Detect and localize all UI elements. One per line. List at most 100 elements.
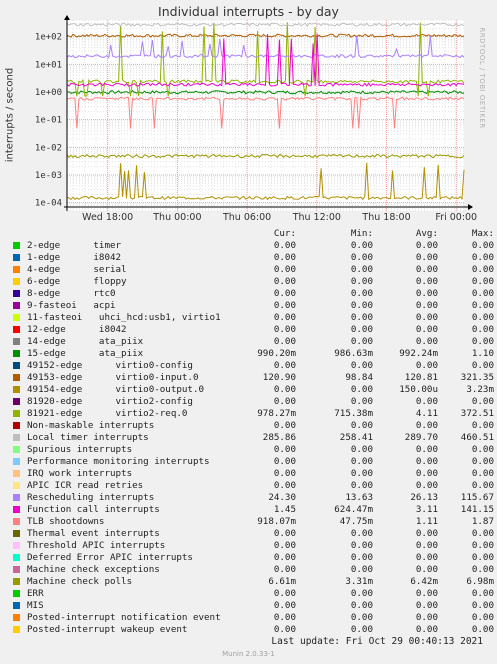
legend-series-name: 12-edge i8042 (27, 324, 127, 335)
legend-value-cur: 0.00 (273, 240, 296, 251)
x-tick-label: Thu 18:00 (361, 212, 410, 223)
legend-row: Non-maskable interrupts 0.00 0.00 0.00 0.00 (0, 420, 497, 432)
legend-series-name: 49152-edge virtio0-config (27, 360, 193, 371)
legend-value-max: 0.00 (471, 444, 494, 455)
legend-swatch (13, 278, 20, 285)
legend-value-cur: 0.00 (273, 276, 296, 287)
legend-value-max: 0.00 (471, 252, 494, 263)
chart-plot: 1e+02 1e+01 1e+00 1e-01 1e-02 1e-03 1e-04 Wed … (35, 15, 477, 223)
legend-value-min: 0.00 (350, 456, 373, 467)
legend-value-min: 715.38m (334, 408, 373, 419)
legend-value-min: 0.00 (350, 276, 373, 287)
legend-series-name: 2-edge timer (27, 240, 122, 251)
legend-row: Deferred Error APIC interrupts 0.00 0.00 0.… (0, 552, 497, 564)
legend-value-cur: 0.00 (273, 396, 296, 407)
legend-series-name: Deferred Error APIC interrupts (27, 552, 193, 563)
series-line (66, 33, 465, 87)
legend-value-max: 0.00 (471, 324, 494, 335)
legend-series-name: Spurious interrupts (27, 444, 133, 455)
legend-row: 49152-edge virtio0-config 0.00 0.00 0.00 0.0… (0, 360, 497, 372)
legend-value-cur: 0.00 (273, 312, 296, 323)
legend-value-avg: 0.00 (415, 312, 438, 323)
legend-value-cur: 120.90 (262, 372, 296, 383)
legend-swatch (13, 530, 20, 537)
y-tick-label: 1e-01 (35, 116, 62, 126)
legend-value-max: 0.00 (471, 552, 494, 563)
legend-row: Machine check exceptions 0.00 0.00 0.00 0.00 (0, 564, 497, 576)
legend-value-max: 0.00 (471, 300, 494, 311)
x-tick-label: Fri 00:00 (435, 212, 477, 223)
legend-swatch (13, 590, 20, 597)
legend-series-name: TLB shootdowns (27, 516, 105, 527)
legend-value-cur: 0.00 (273, 468, 296, 479)
y-tick-label: 1e-03 (35, 171, 62, 181)
legend-swatch (13, 398, 20, 405)
legend-swatch (13, 506, 20, 513)
legend-value-max: 0.00 (471, 456, 494, 467)
legend-value-min: 98.84 (345, 372, 373, 383)
legend-series-name: Rescheduling interrupts (27, 492, 155, 503)
legend-series-name: 9-fasteoi acpi (27, 300, 116, 311)
legend-row: Local timer interrupts 285.86 258.41 289.70… (0, 432, 497, 444)
legend-value-max: 372.51 (460, 408, 494, 419)
legend-value-avg: 0.00 (415, 600, 438, 611)
legend-value-max: 141.15 (460, 504, 494, 515)
legend-value-avg: 6.42m (410, 576, 438, 587)
legend-swatch (13, 482, 20, 489)
y-tick-label: 1e+02 (35, 33, 62, 43)
legend-series-name: Non-maskable interrupts (27, 420, 155, 431)
legend-swatch (13, 494, 20, 501)
legend-swatch (13, 626, 20, 633)
legend-value-min: 0.00 (350, 528, 373, 539)
y-axis-arrow (64, 15, 70, 20)
legend-value-cur: 0.00 (273, 360, 296, 371)
legend-row: 12-edge i8042 0.00 0.00 0.00 0.00 (0, 324, 497, 336)
legend-row: 9-fasteoi acpi 0.00 0.00 0.00 0.00 (0, 300, 497, 312)
legend-value-cur: 0.00 (273, 564, 296, 575)
x-ticks: Wed 18:00 Thu 00:00 Thu 06:00 Thu 12:00 Thu … (82, 212, 477, 223)
legend-value-max: 0.00 (471, 288, 494, 299)
col-avg: Avg: (415, 228, 438, 239)
legend-row: 49153-edge virtio0-input.0 120.90 98.84 120… (0, 372, 497, 384)
legend-value-avg: 0.00 (415, 588, 438, 599)
legend-swatch (13, 242, 20, 249)
legend-value-cur: 0.00 (273, 624, 296, 635)
legend-series-name: MIS (27, 600, 44, 611)
legend-value-cur: 0.00 (273, 288, 296, 299)
legend-value-cur: 6.61m (268, 576, 296, 587)
legend-row: Performance monitoring interrupts 0.00 0.0… (0, 456, 497, 468)
legend-value-avg: 1.11 (415, 516, 438, 527)
y-tick-label: 1e-04 (35, 199, 62, 209)
legend-value-avg: 4.11 (415, 408, 438, 419)
legend-value-avg: 3.11 (415, 504, 438, 515)
generator-label: Munin 2.0.33-1 (222, 650, 275, 658)
legend-value-cur: 0.00 (273, 336, 296, 347)
legend-value-min: 0.00 (350, 480, 373, 491)
legend-value-min: 0.00 (350, 540, 373, 551)
series-line (66, 35, 465, 59)
legend-value-avg: 0.00 (415, 324, 438, 335)
legend-swatch (13, 470, 20, 477)
legend-value-max: 3.23m (466, 384, 494, 395)
legend-value-avg: 0.00 (415, 540, 438, 551)
series-line (66, 153, 465, 159)
legend-value-cur: 990.20m (257, 348, 296, 359)
legend-series-name: APIC ICR read retries (27, 480, 144, 491)
x-axis-arrow (468, 204, 473, 210)
plot-area (67, 20, 464, 211)
legend-row: Posted-interrupt wakeup event 0.00 0.00 0.0… (0, 624, 497, 636)
legend-row: APIC ICR read retries 0.00 0.00 0.00 0.00 (0, 480, 497, 492)
legend-series-name: 8-edge rtc0 (27, 288, 116, 299)
legend-value-cur: 0.00 (273, 384, 296, 395)
legend-value-avg: 0.00 (415, 456, 438, 467)
legend-value-cur: 0.00 (273, 300, 296, 311)
legend-value-cur: 0.00 (273, 264, 296, 275)
legend-value-min: 0.00 (350, 264, 373, 275)
legend-value-cur: 0.00 (273, 552, 296, 563)
legend-value-cur: 0.00 (273, 600, 296, 611)
legend-row: 14-edge ata_piix 0.00 0.00 0.00 0.00 (0, 336, 497, 348)
legend-swatch (13, 434, 20, 441)
series-line (66, 162, 465, 201)
legend-value-avg: 0.00 (415, 420, 438, 431)
legend-value-min: 0.00 (350, 312, 373, 323)
